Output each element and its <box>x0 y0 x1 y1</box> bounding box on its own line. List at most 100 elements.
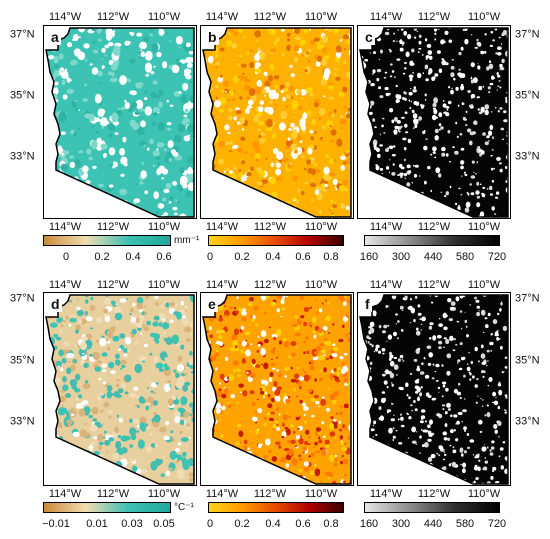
map-texture-patch <box>157 162 161 166</box>
map-texture-patch <box>227 185 230 190</box>
map-texture-patch <box>364 58 369 62</box>
map-texture-patch <box>209 442 216 447</box>
map-texture-patch <box>364 203 367 205</box>
map-texture-patch <box>250 474 254 479</box>
map-texture-patch <box>317 328 323 334</box>
map-texture-patch <box>477 146 481 149</box>
map-texture-patch <box>230 464 232 467</box>
map-texture-patch <box>466 191 469 194</box>
map-texture-patch <box>465 110 468 113</box>
map-texture-patch <box>413 101 418 105</box>
map-texture-patch <box>333 391 340 396</box>
map-texture-patch <box>233 194 241 204</box>
map-texture-patch <box>339 428 343 432</box>
map-texture-patch <box>305 336 309 340</box>
map-texture-patch <box>234 307 237 310</box>
map-texture-patch <box>360 348 362 350</box>
map-texture-patch <box>288 140 294 145</box>
map-texture-patch <box>321 44 325 49</box>
map-texture-patch <box>62 376 67 383</box>
map-texture-patch <box>264 481 270 484</box>
map-texture-patch <box>283 393 287 397</box>
map-texture-patch <box>380 478 386 483</box>
map-texture-patch <box>240 482 245 484</box>
map-texture-patch <box>55 186 59 190</box>
map-texture-patch <box>48 81 51 85</box>
map-texture-patch <box>425 392 430 397</box>
map-texture-patch <box>260 295 267 301</box>
map-texture-patch <box>251 402 256 407</box>
map-texture-patch <box>470 62 475 68</box>
map-texture-patch <box>443 466 447 470</box>
map-texture-patch <box>212 200 216 202</box>
map-texture-patch <box>487 140 490 142</box>
map-texture-patch <box>284 426 289 430</box>
map-texture-patch <box>119 75 127 86</box>
map-texture-patch <box>297 188 301 193</box>
map-texture-patch <box>307 321 313 327</box>
map-texture-patch <box>330 199 334 204</box>
map-texture-patch <box>509 155 510 158</box>
map-texture-patch <box>334 454 337 458</box>
map-texture-patch <box>46 197 49 204</box>
map-texture-patch <box>340 479 345 484</box>
map-texture-patch <box>266 464 272 472</box>
map-texture-patch <box>187 134 191 137</box>
map-texture-patch <box>183 372 188 376</box>
map-texture-patch <box>46 458 50 462</box>
map-texture-patch <box>431 76 436 82</box>
map-texture-patch <box>483 466 488 471</box>
map-texture-patch <box>203 32 206 41</box>
map-texture-patch <box>219 97 226 105</box>
map-texture-patch <box>451 87 453 89</box>
map-texture-patch <box>446 353 452 359</box>
map-texture-patch <box>112 45 121 57</box>
map-texture-patch <box>360 410 361 415</box>
map-texture-patch <box>205 456 211 462</box>
map-texture-patch <box>320 183 326 187</box>
map-texture-patch <box>509 37 510 39</box>
map-texture-patch <box>361 160 364 163</box>
map-texture-patch <box>251 483 256 484</box>
map-texture-patch <box>232 146 235 149</box>
map-texture-patch <box>177 123 185 133</box>
map-texture-patch <box>276 423 279 426</box>
map-texture-patch <box>393 364 399 370</box>
map-texture-patch <box>249 323 251 326</box>
map-texture-patch <box>98 392 104 396</box>
map-texture-patch <box>433 108 438 115</box>
map-texture-patch <box>66 150 70 155</box>
map-texture-patch <box>392 200 395 203</box>
map-texture-patch <box>119 148 125 156</box>
map-texture-patch <box>120 455 124 458</box>
map-texture-patch <box>84 191 91 199</box>
map-texture-patch <box>454 150 459 155</box>
map-texture-patch <box>183 458 187 462</box>
map-texture-patch <box>270 48 277 53</box>
map-texture-patch <box>411 440 417 444</box>
map-texture-patch <box>300 435 302 438</box>
map-texture-patch <box>160 188 163 191</box>
map-texture-patch <box>430 189 432 193</box>
map-texture-patch <box>165 336 173 345</box>
map-texture-patch <box>341 446 348 452</box>
lon-label: 114°W <box>205 11 239 23</box>
map-texture-patch <box>119 188 127 195</box>
map-texture-patch <box>457 362 459 364</box>
map-texture-patch <box>419 420 424 424</box>
map-texture-patch <box>258 435 260 438</box>
map-texture-patch <box>423 145 428 151</box>
colorbar-tick: 0.6 <box>156 251 172 263</box>
map-texture-patch <box>95 117 100 123</box>
map-texture-patch <box>329 431 336 437</box>
map-texture-patch <box>477 42 482 47</box>
map-texture-patch <box>108 132 113 138</box>
map-texture-patch <box>501 58 505 64</box>
map-texture-patch <box>313 334 317 339</box>
map-texture-patch <box>160 473 165 478</box>
map-texture-patch <box>263 455 268 459</box>
map-texture-patch <box>381 391 386 394</box>
map-texture-patch <box>247 99 254 106</box>
map-texture-patch <box>434 135 439 141</box>
map-texture-patch <box>265 158 268 160</box>
